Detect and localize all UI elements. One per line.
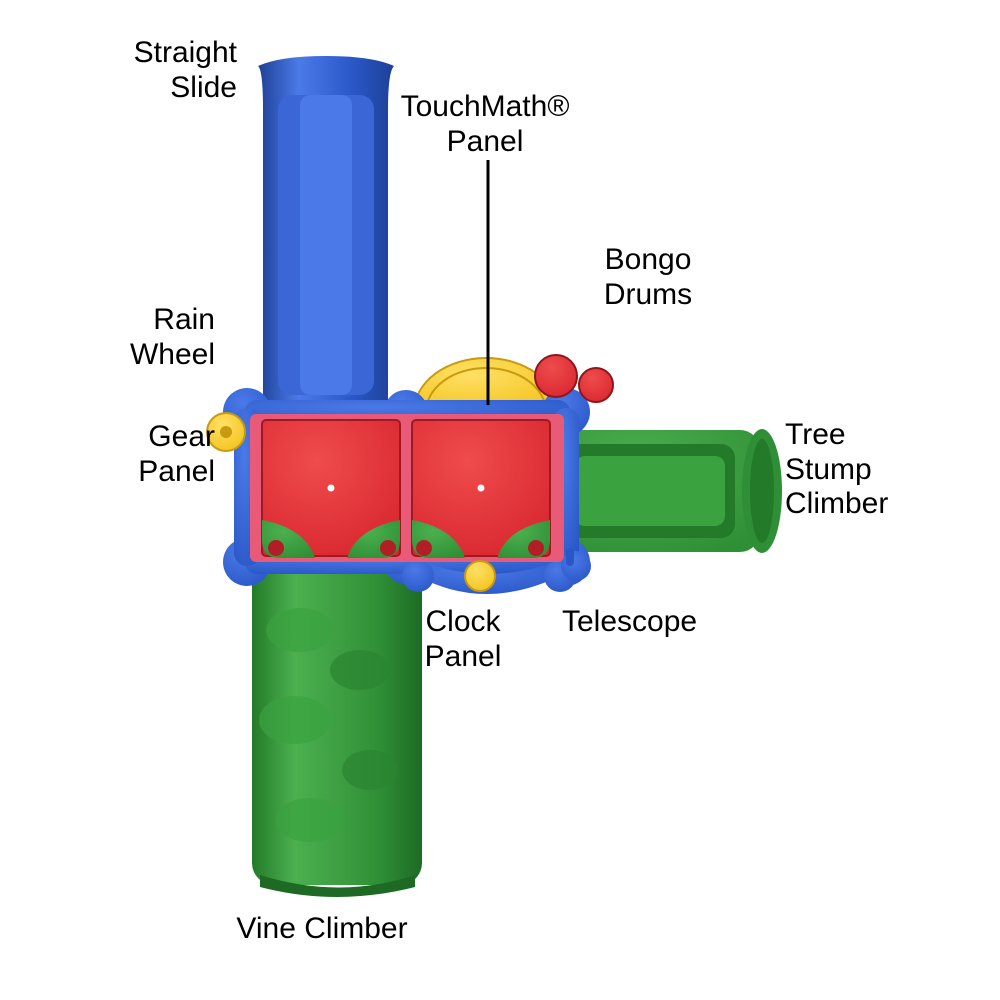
label-telescope: Telescope: [562, 605, 697, 640]
vine-climber-shape: [252, 560, 422, 897]
label-vine-climber: Vine Climber: [236, 912, 407, 947]
label-rain-wheel: Rain Wheel: [130, 303, 215, 372]
label-bongo-drums: Bongo Drums: [604, 243, 692, 312]
tree-stump-shape: [555, 429, 782, 553]
clock-panel-shape: [465, 561, 495, 591]
straight-slide-shape: [258, 56, 394, 400]
label-tree-stump-climber: Tree Stump Climber: [785, 418, 888, 522]
label-touchmath-panel: TouchMath® Panel: [401, 90, 570, 159]
label-gear-panel: Gear Panel: [138, 420, 215, 489]
label-clock-panel: Clock Panel: [425, 605, 502, 674]
diagram-stage: Straight Slide TouchMath® Panel Bongo Dr…: [0, 0, 1000, 1000]
label-straight-slide: Straight Slide: [134, 36, 237, 105]
